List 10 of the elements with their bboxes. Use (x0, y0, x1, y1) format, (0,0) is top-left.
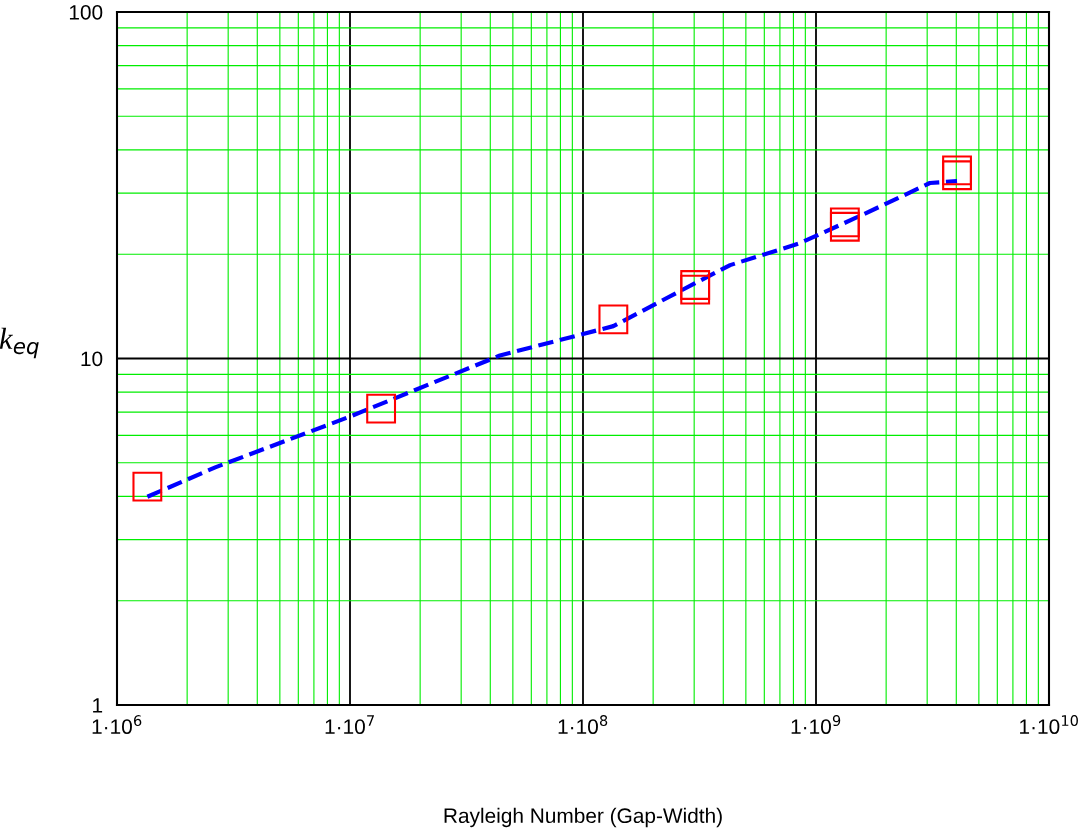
x-tick-label: 1·10$^{6}$ (92, 715, 142, 735)
x-tick-label: 1·10$^{8}$ (558, 715, 608, 735)
y-tick-label: 1 (93, 698, 103, 713)
y-tick-label: 10 (81, 351, 103, 367)
x-axis-title: Rayleigh Number (Gap-Width) (444, 807, 722, 828)
x-tick-label: 1·10$^{7}$ (325, 715, 374, 735)
x-tick-label: 1·10$^{10}$ (1020, 715, 1078, 735)
y-axis-title: k$_{eq}$ (0, 327, 39, 359)
x-tick-label: 1·10$^{9}$ (791, 715, 841, 735)
y-tick-label: 100 (69, 5, 103, 20)
